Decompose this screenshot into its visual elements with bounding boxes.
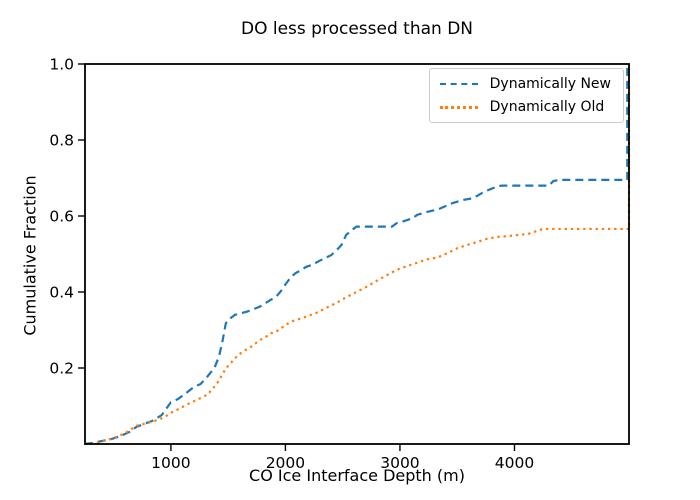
x-axis-label: CO Ice Interface Depth (m) — [249, 466, 465, 485]
x-axis-tick-label: 4000 — [495, 454, 534, 472]
x-axis-tick-label: 3000 — [380, 454, 419, 472]
y-axis-tick-label: 1.0 — [49, 56, 74, 74]
dotted-line-swatch-icon — [439, 105, 478, 109]
y-axis-tick-label: 0.6 — [49, 208, 74, 226]
legend-label: Dynamically New — [489, 76, 611, 92]
y-axis-label: Cumulative Fraction — [20, 175, 40, 336]
x-axis-tick-label: 2000 — [266, 454, 305, 472]
x-axis-tick-label: 1000 — [151, 454, 190, 472]
dashed-line-swatch-icon — [439, 83, 478, 85]
y-axis-tick-label: 0.2 — [49, 360, 74, 378]
legend: Dynamically New Dynamically Old — [428, 68, 624, 123]
legend-item-dynamically-old: Dynamically Old — [439, 99, 611, 115]
series-line-dynamically-new — [84, 64, 629, 446]
y-axis-tick-label: 0.8 — [49, 132, 74, 150]
chart-title: DO less processed than DN — [241, 19, 473, 39]
y-axis-tick-label: 0.4 — [49, 284, 74, 302]
axes-frame — [84, 63, 630, 445]
legend-item-dynamically-new: Dynamically New — [439, 76, 611, 92]
series-line-dynamically-old — [90, 64, 631, 446]
legend-label: Dynamically Old — [489, 99, 605, 115]
